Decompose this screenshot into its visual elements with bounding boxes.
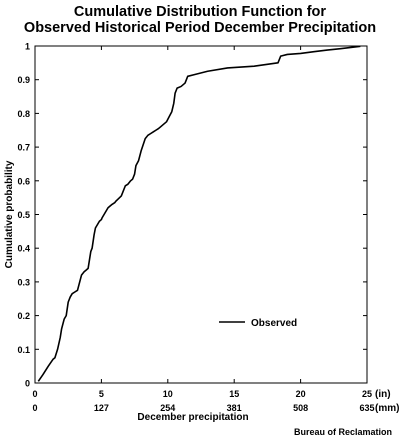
chart-title-line1: Cumulative Distribution Function for <box>73 4 327 20</box>
x-tick-label-in: 10 <box>163 389 173 399</box>
x-tick-label-mm: 508 <box>293 403 308 413</box>
x-tick-label-mm: 381 <box>227 403 242 413</box>
y-axis-label: Cumulative probability <box>4 160 15 268</box>
legend-label-observed: Observed <box>251 318 297 329</box>
plot-area <box>34 45 368 384</box>
y-tick-label: 0.1 <box>17 345 30 355</box>
series-line-observed <box>37 45 361 382</box>
y-tick-label: 0.5 <box>17 210 30 220</box>
y-tick-label: 0 <box>25 379 30 389</box>
x-tick-label-mm: 0 <box>32 403 37 413</box>
x-unit-in-label: (in) <box>375 389 391 400</box>
x-tick-label-mm: 254 <box>160 403 175 413</box>
x-tick-label-in: 20 <box>296 389 306 399</box>
axis-ticks <box>34 45 368 384</box>
series-layer <box>37 45 361 382</box>
x-axis-label: December precipitation <box>137 412 248 423</box>
y-tick-label: 0.7 <box>17 143 30 153</box>
x-tick-label-in: 5 <box>99 389 104 399</box>
y-tick-label: 0.3 <box>17 277 30 287</box>
y-tick-label: 0.4 <box>17 244 30 254</box>
x-tick-label-mm: 635 <box>359 403 374 413</box>
x-tick-label-mm: 127 <box>94 403 109 413</box>
y-tick-label: 0.2 <box>17 311 30 321</box>
credit-label: Bureau of Reclamation <box>293 427 392 437</box>
y-tick-label: 1 <box>25 42 30 52</box>
x-unit-mm-label: (mm) <box>375 403 399 414</box>
y-tick-label: 0.9 <box>17 75 30 85</box>
x-tick-label-in: 25 <box>362 389 372 399</box>
x-tick-labels: 0 0 5 127 10 254 15 381 20 508 25 635 <box>32 389 374 413</box>
y-tick-label: 0.6 <box>17 176 30 186</box>
y-tick-labels: 0 0.1 0.2 0.3 0.4 0.5 0.6 0.7 0.8 0.9 1 <box>17 42 30 389</box>
legend: Observed <box>219 318 297 329</box>
x-tick-label-in: 15 <box>229 389 239 399</box>
y-tick-label: 0.8 <box>17 109 30 119</box>
x-tick-label-in: 0 <box>32 389 37 399</box>
chart-title-line2: Observed Historical Period December Prec… <box>23 20 377 36</box>
